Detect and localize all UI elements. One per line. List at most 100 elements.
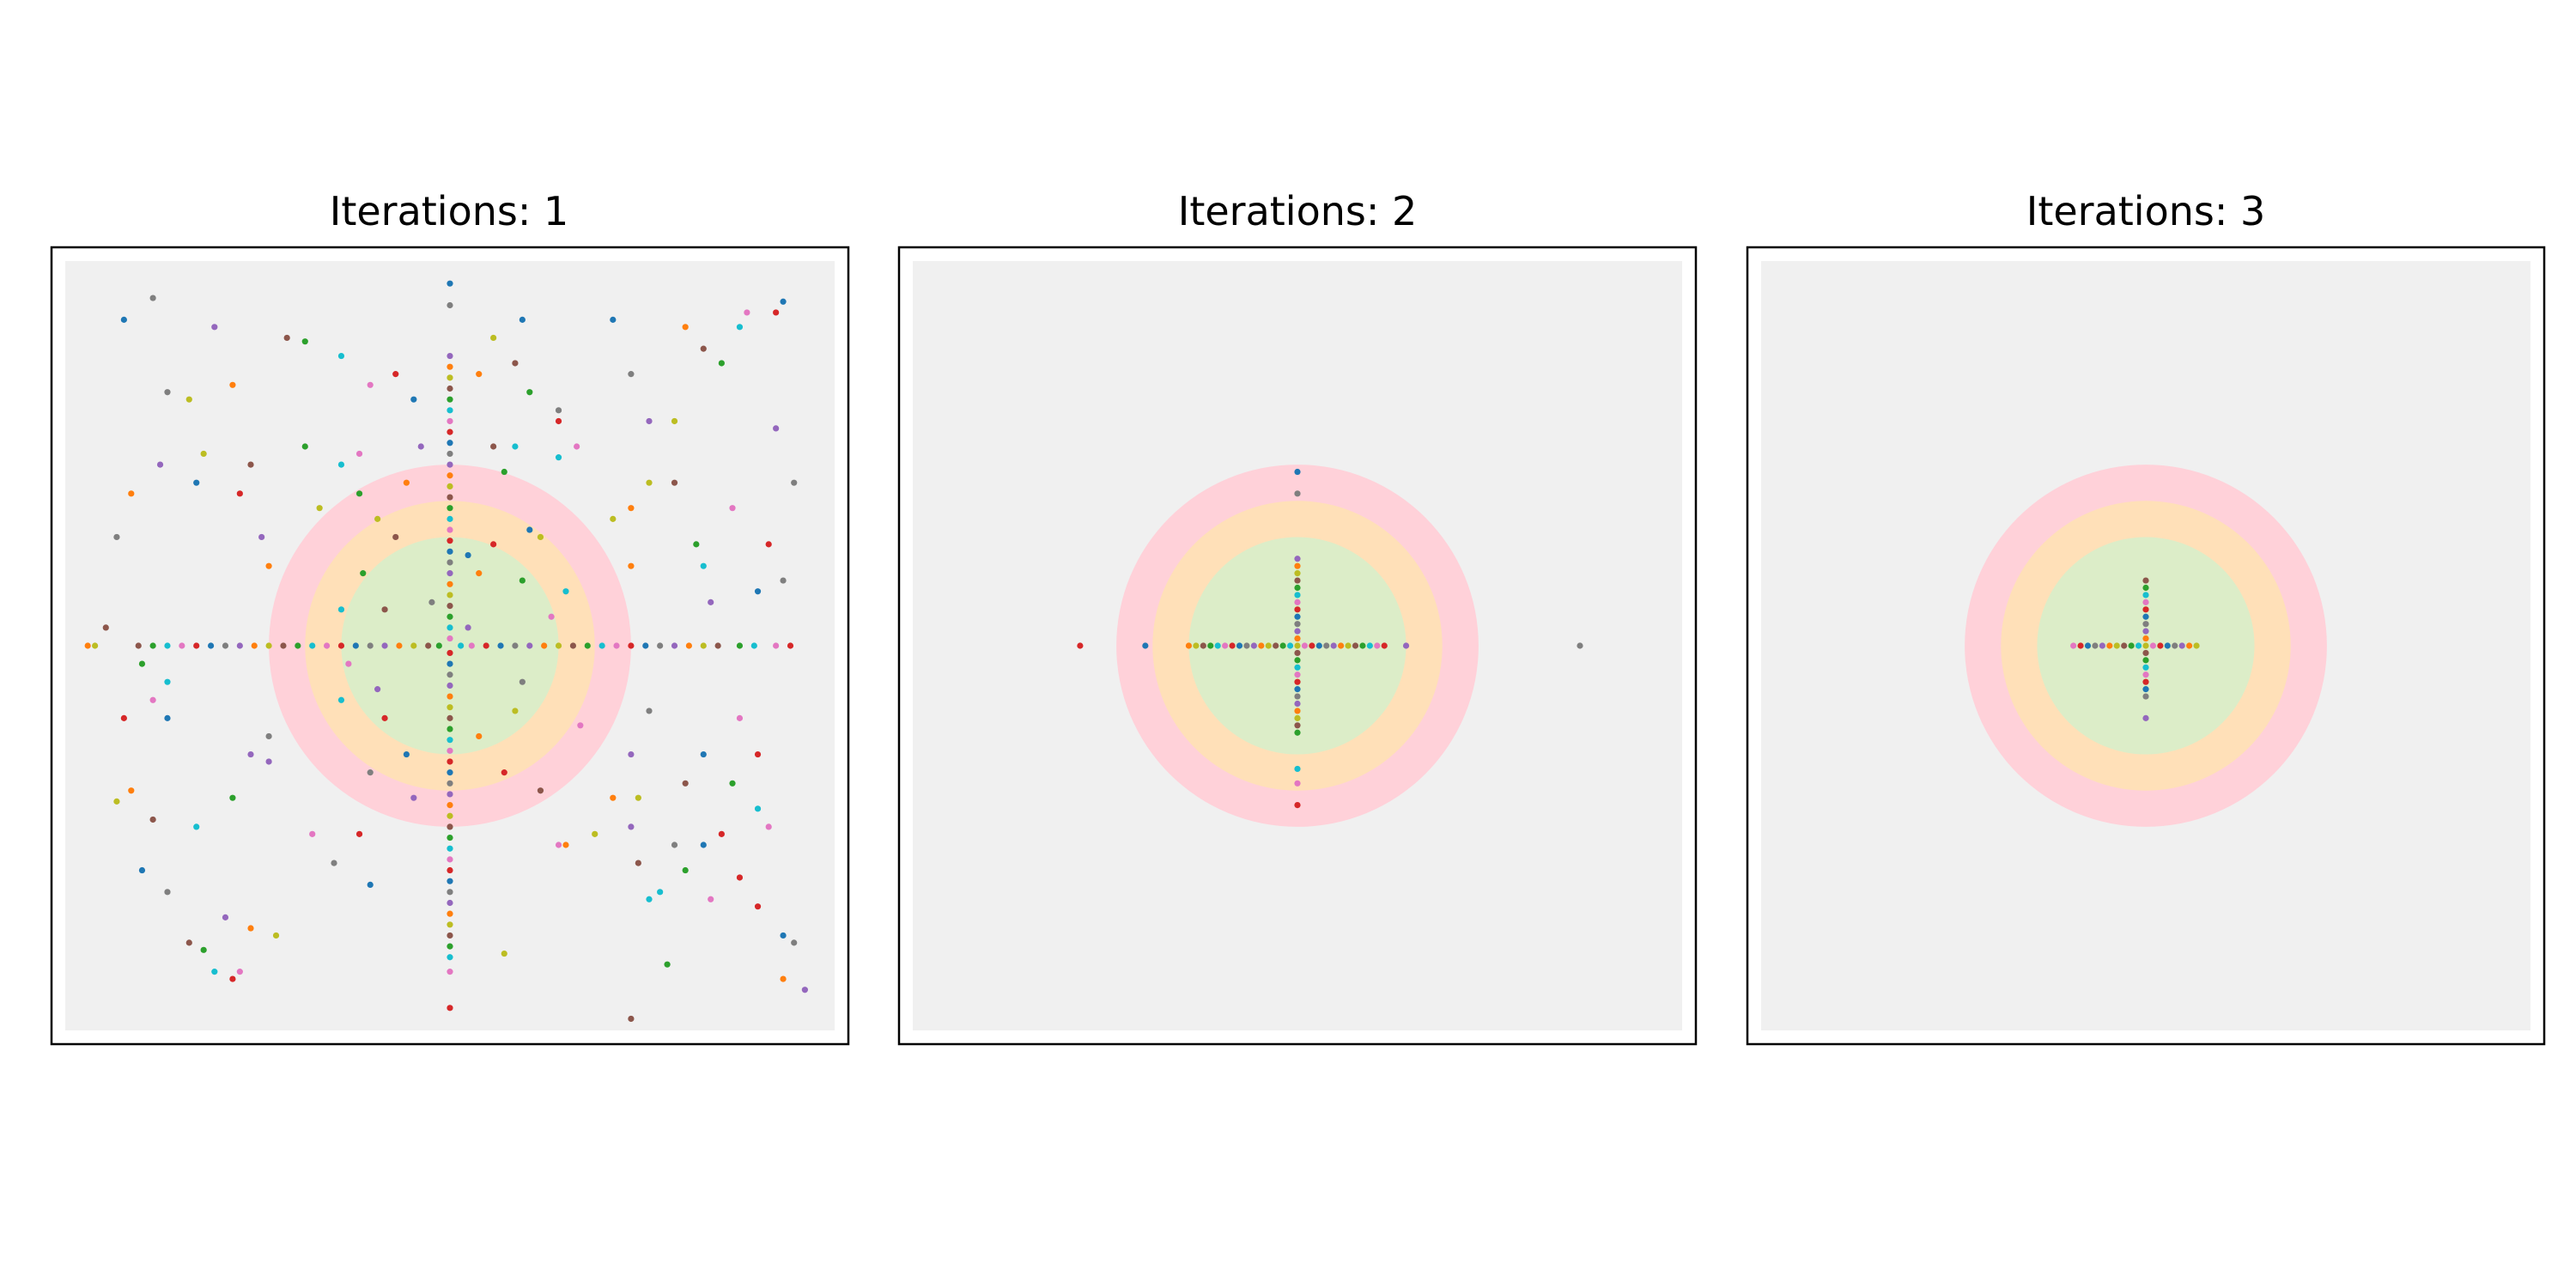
- data-point: [465, 624, 471, 631]
- data-point: [1243, 642, 1250, 649]
- data-point: [2142, 598, 2149, 605]
- data-point: [1359, 642, 1366, 649]
- data-point: [410, 794, 417, 801]
- data-point: [410, 396, 417, 403]
- data-point: [555, 841, 562, 848]
- data-point: [323, 642, 331, 649]
- data-point: [447, 472, 453, 479]
- data-point: [1294, 606, 1301, 613]
- data-point: [2178, 642, 2185, 649]
- panel-2-plot: [897, 246, 1698, 1046]
- data-point: [222, 914, 229, 920]
- data-point: [149, 295, 156, 301]
- data-point: [2142, 693, 2149, 700]
- data-point: [374, 686, 381, 693]
- data-point: [128, 490, 135, 497]
- data-point: [787, 642, 794, 649]
- data-point: [2142, 592, 2149, 598]
- data-point: [367, 769, 374, 776]
- data-point: [2142, 642, 2149, 649]
- data-point: [1294, 598, 1301, 605]
- data-point: [490, 443, 497, 450]
- panel-1-plot: [50, 246, 850, 1046]
- data-point: [396, 642, 403, 649]
- data-point: [247, 750, 254, 758]
- data-point: [381, 714, 388, 721]
- data-point: [1294, 577, 1301, 584]
- data-point: [628, 505, 635, 512]
- data-point: [714, 642, 721, 649]
- data-point: [736, 874, 744, 881]
- data-point: [646, 708, 653, 714]
- data-point: [519, 678, 526, 685]
- data-point: [410, 642, 417, 649]
- data-point: [2106, 642, 2113, 649]
- data-point: [780, 975, 787, 982]
- data-point: [780, 298, 787, 305]
- data-point: [138, 866, 146, 874]
- data-point: [149, 816, 156, 823]
- data-point: [476, 570, 483, 577]
- data-point: [754, 750, 762, 758]
- data-point: [447, 613, 453, 620]
- data-point: [577, 722, 584, 729]
- data-point: [208, 642, 215, 649]
- data-point: [447, 769, 453, 776]
- data-point: [128, 787, 135, 794]
- data-point: [447, 758, 453, 765]
- data-point: [447, 417, 453, 425]
- data-point: [700, 345, 707, 352]
- data-point: [447, 280, 453, 287]
- data-point: [512, 708, 519, 714]
- data-point: [526, 389, 533, 396]
- data-point: [447, 714, 453, 721]
- data-point: [628, 642, 635, 649]
- data-point: [236, 969, 243, 975]
- data-point: [1294, 765, 1301, 773]
- data-point: [113, 798, 120, 805]
- data-point: [179, 642, 185, 649]
- data-point: [458, 642, 465, 649]
- panel-3-plot: [1746, 246, 2546, 1046]
- data-point: [247, 461, 254, 468]
- data-point: [1077, 642, 1084, 649]
- data-point: [360, 570, 367, 577]
- data-point: [1142, 642, 1149, 649]
- data-point: [708, 598, 714, 605]
- data-point: [280, 642, 287, 649]
- data-point: [628, 1015, 635, 1023]
- panel-2: Iterations: 2: [897, 188, 1698, 1046]
- data-point: [490, 541, 497, 548]
- data-point: [1294, 678, 1301, 685]
- data-point: [562, 841, 569, 848]
- data-point: [447, 559, 453, 566]
- data-point: [2142, 621, 2149, 628]
- data-point: [2142, 657, 2149, 664]
- data-point: [664, 961, 671, 968]
- data-point: [1374, 642, 1381, 649]
- data-point: [2077, 642, 2084, 649]
- data-point: [2186, 642, 2193, 649]
- data-point: [754, 805, 762, 812]
- data-point: [447, 494, 453, 501]
- data-point: [447, 878, 453, 884]
- data-point: [1279, 642, 1286, 649]
- data-point: [1294, 693, 1301, 700]
- data-point: [295, 642, 301, 649]
- data-point: [1294, 556, 1301, 562]
- data-point: [2121, 642, 2128, 649]
- data-point: [562, 588, 569, 595]
- data-point: [476, 732, 483, 740]
- data-point: [2142, 664, 2149, 671]
- data-point: [2142, 628, 2149, 635]
- plot-frame: [897, 246, 1698, 1046]
- data-point: [1577, 642, 1583, 649]
- data-point: [773, 642, 780, 649]
- data-point: [447, 969, 453, 975]
- data-point: [211, 969, 218, 975]
- data-point: [584, 642, 591, 649]
- data-point: [447, 461, 453, 468]
- data-point: [447, 352, 453, 360]
- data-point: [2157, 642, 2164, 649]
- data-point: [447, 624, 453, 631]
